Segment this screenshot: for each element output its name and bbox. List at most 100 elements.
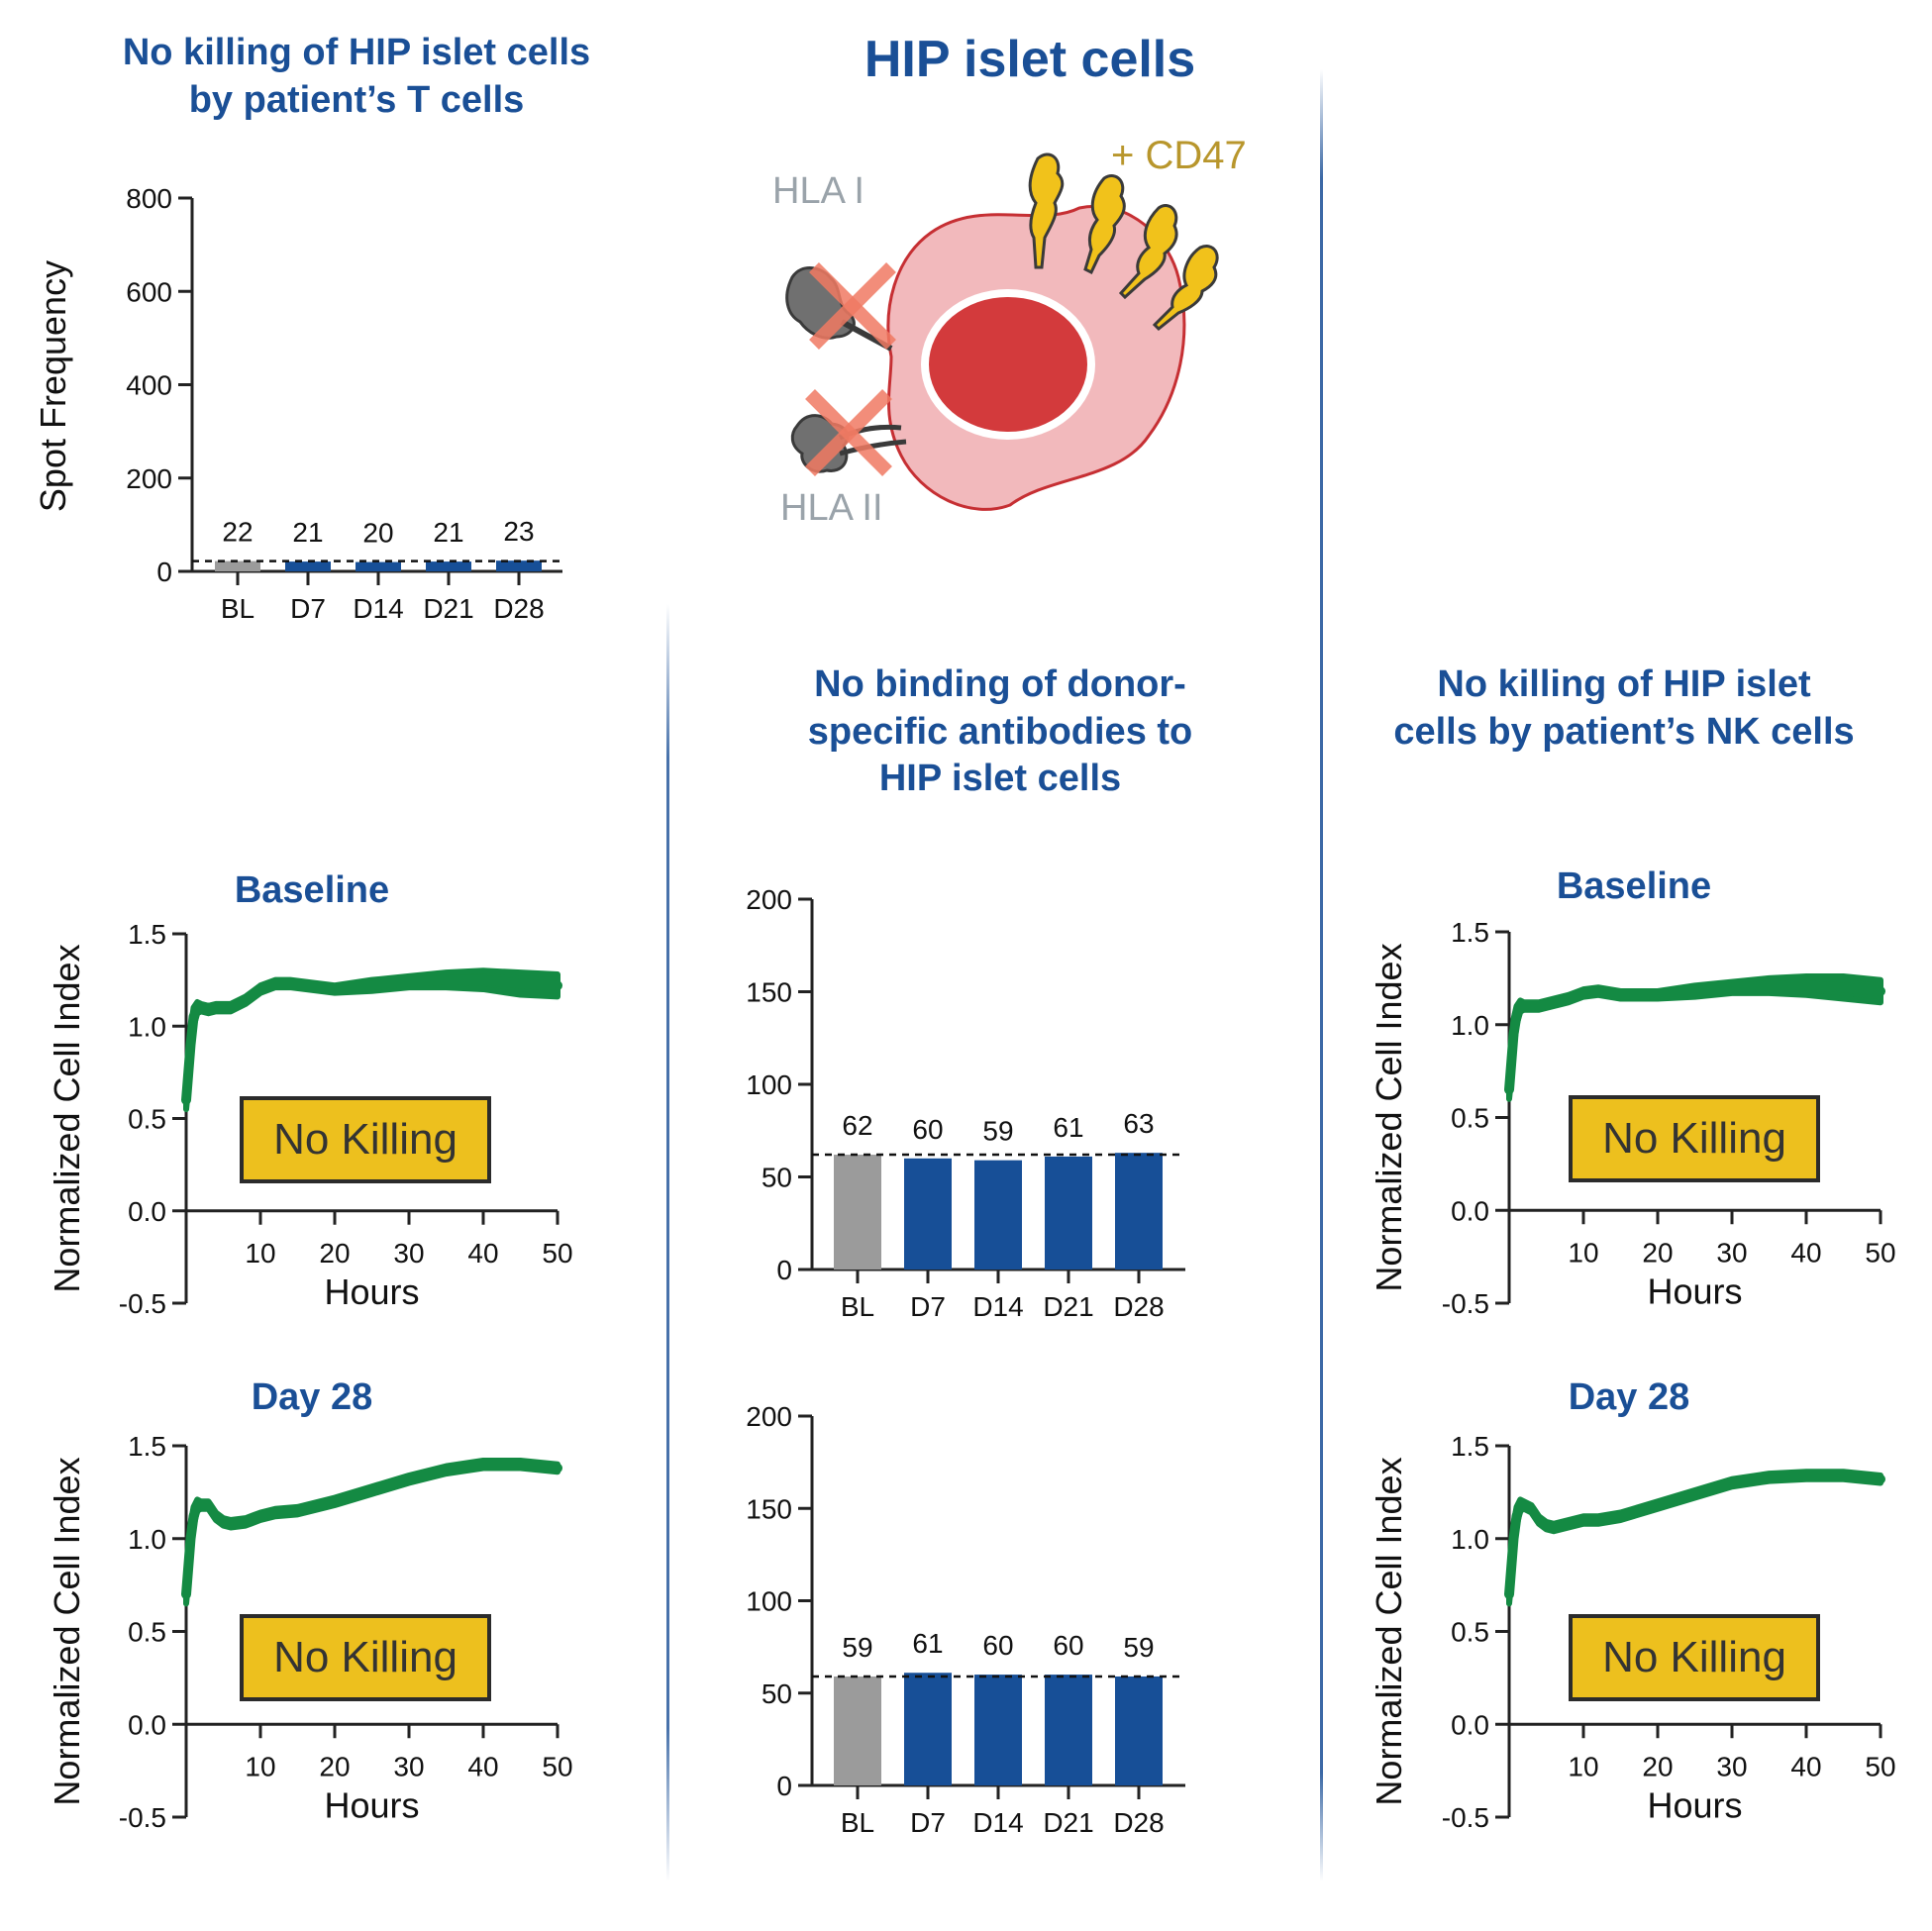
- antibody-title-line-3: HIP islet cells: [878, 758, 1122, 799]
- tcell_day28-series-band: [183, 1458, 560, 1607]
- dsa_bottom-value-label: 60: [1053, 1630, 1083, 1661]
- hla2-cross-icon: [805, 389, 892, 476]
- nk_baseline-y-tick-label: 1.5: [1451, 917, 1489, 948]
- nk_day28-y-tick-label: 0.5: [1451, 1617, 1489, 1648]
- tcell_day28-y-tick-label: 0.5: [128, 1617, 166, 1648]
- right-baseline-title: Baseline: [1556, 865, 1712, 907]
- dsa_bottom-bar: [834, 1676, 881, 1785]
- dsa_bottom-x-tick-label: D21: [1043, 1807, 1093, 1838]
- nk_baseline-y-axis-label: Normalized Cell Index: [1369, 943, 1409, 1291]
- hla1-label: HLA I: [772, 170, 864, 212]
- tcell_elispot-y-axis-label: Spot Frequency: [33, 260, 73, 512]
- dsa_bottom-y-tick-label: 100: [746, 1586, 792, 1617]
- tcell_baseline-y-axis-label: Normalized Cell Index: [47, 944, 87, 1292]
- nucleus: [929, 297, 1087, 432]
- tcell_day28-y-tick-label: -0.5: [119, 1802, 166, 1833]
- nk_baseline-x-tick-label: 50: [1865, 1237, 1895, 1268]
- tcell_elispot-value-label: 21: [433, 517, 463, 548]
- hip-islet-cell-icon: HLA I HLA II + CD47: [772, 139, 1247, 529]
- tcell_baseline-y-tick-label: -0.5: [119, 1288, 166, 1319]
- dsa_top-y-tick-label: 50: [762, 1163, 792, 1193]
- tcell_baseline-x-tick-label: 10: [245, 1238, 275, 1269]
- tcell_baseline-series-band: [183, 967, 560, 1113]
- tcell_baseline-x-tick-label: 40: [467, 1238, 498, 1269]
- nk_day28-y-tick-label: -0.5: [1442, 1802, 1489, 1833]
- tcell_elispot-x-tick-label: BL: [221, 593, 254, 624]
- dsa_bottom-value-label: 60: [982, 1630, 1013, 1661]
- tcell_baseline-x-tick-label: 20: [319, 1238, 350, 1269]
- nk_baseline-y-tick-label: 0.0: [1451, 1195, 1489, 1226]
- dsa_bottom-x-tick-label: BL: [841, 1807, 874, 1838]
- dsa_bottom-x-tick-label: D28: [1113, 1807, 1164, 1838]
- dsa_bottom-y-tick-label: 50: [762, 1678, 792, 1709]
- dsa_bottom-x-tick-label: D7: [910, 1807, 946, 1838]
- tcell_baseline-x-tick-label: 50: [542, 1238, 572, 1269]
- nk_baseline-x-axis-label: Hours: [1647, 1270, 1742, 1311]
- tcell_elispot-chart: 0 200 400 600 800 22 BL 21 D7 20 D14 21 D21 23 D28 Spot…: [33, 183, 562, 624]
- tcell_baseline-y-tick-label: 1.0: [128, 1011, 166, 1042]
- nk_day28-x-tick-label: 50: [1865, 1751, 1895, 1781]
- tcell_elispot-bar: [426, 561, 471, 571]
- tcell_day28-x-tick-label: 20: [319, 1751, 350, 1781]
- nk_day28-x-tick-label: 20: [1642, 1751, 1673, 1781]
- tcell_elispot-x-tick-label: D21: [423, 593, 473, 624]
- tcell_day28-x-tick-label: 40: [467, 1751, 498, 1781]
- tcell_elispot-x-tick-label: D7: [290, 593, 326, 624]
- dsa_top-y-tick-label: 0: [776, 1255, 792, 1285]
- dsa_bottom-value-label: 59: [1123, 1632, 1154, 1663]
- right-baseline-no-killing-badge: No Killing: [1569, 1095, 1820, 1182]
- dsa_top-bar: [834, 1155, 881, 1270]
- tcell_baseline-y-tick-label: 1.5: [128, 919, 166, 950]
- tcell_elispot-x-tick-label: D14: [353, 593, 403, 624]
- nk-title-line-1: No killing of HIP islet: [1437, 663, 1811, 705]
- nk_day28-y-tick-label: 0.0: [1451, 1709, 1489, 1740]
- cd47-molecules: [1028, 152, 1219, 332]
- nk_baseline-series-line: [1504, 980, 1885, 1095]
- nk_baseline-y-tick-label: 0.5: [1451, 1103, 1489, 1134]
- tcell-title-line-1: No killing of HIP islet cells: [122, 32, 591, 73]
- divider-left: [666, 604, 669, 1881]
- tcell_day28-y-tick-label: 1.0: [128, 1524, 166, 1555]
- nk_day28-y-tick-label: 1.5: [1451, 1431, 1489, 1462]
- left-baseline-no-killing-badge: No Killing: [240, 1096, 491, 1183]
- dsa_top-bar: [974, 1160, 1022, 1270]
- left-day28-no-killing-badge: No Killing: [240, 1614, 491, 1701]
- dsa_top-x-tick-label: D28: [1113, 1291, 1164, 1322]
- dsa_bottom-chart: 0 50 100 150 200 59 BL 61 D7 60 D14 60 D21 59 D28: [746, 1401, 1185, 1838]
- tcell_elispot-x-tick-label: D28: [493, 593, 544, 624]
- tcell_baseline-x-axis-label: Hours: [324, 1271, 419, 1312]
- dsa_bottom-x-tick-label: D14: [972, 1807, 1023, 1838]
- dsa_top-bar: [1045, 1156, 1092, 1270]
- tcell_elispot-bar: [496, 560, 542, 571]
- tcell_day28-x-tick-label: 30: [393, 1751, 424, 1781]
- nk_baseline-y-tick-label: -0.5: [1442, 1288, 1489, 1319]
- tcell_baseline-y-tick-label: 0.5: [128, 1104, 166, 1135]
- dsa_top-x-tick-label: D7: [910, 1291, 946, 1322]
- antibody-title-line-1: No binding of donor-: [814, 663, 1186, 705]
- nk_baseline-series-band: [1506, 973, 1883, 1102]
- tcell_elispot-y-tick-label: 400: [126, 370, 172, 401]
- dsa_top-x-tick-label: BL: [841, 1291, 874, 1322]
- dsa_top-chart: 0 50 100 150 200 62 BL 60 D7 59 D14 61 D21 63 D28: [746, 884, 1185, 1322]
- dsa_top-bar: [1115, 1153, 1163, 1270]
- nk_day28-x-tick-label: 10: [1568, 1751, 1598, 1781]
- nk_baseline-x-tick-label: 30: [1716, 1237, 1747, 1268]
- dsa_top-value-label: 60: [912, 1114, 943, 1145]
- nk_day28-y-axis-label: Normalized Cell Index: [1369, 1457, 1409, 1805]
- nk_day28-series-band: [1506, 1469, 1883, 1607]
- right-day28-no-killing-badge: No Killing: [1569, 1614, 1820, 1701]
- main-title: HIP islet cells: [864, 31, 1196, 88]
- left-baseline-title: Baseline: [234, 869, 390, 911]
- tcell_day28-y-tick-label: 0.0: [128, 1709, 166, 1740]
- tcell_elispot-value-label: 22: [222, 517, 253, 548]
- nk_day28-x-tick-label: 40: [1790, 1751, 1821, 1781]
- dsa_top-value-label: 63: [1123, 1108, 1154, 1139]
- nk_day28-series-line: [1504, 1471, 1885, 1599]
- dsa_top-y-tick-label: 100: [746, 1069, 792, 1100]
- tcell_baseline-series-line: [181, 974, 562, 1105]
- divider-right: [1320, 69, 1323, 1881]
- dsa_top-value-label: 62: [842, 1110, 872, 1141]
- dsa_bottom-y-tick-label: 0: [776, 1771, 792, 1801]
- hla2-label: HLA II: [780, 487, 883, 529]
- dsa_bottom-y-tick-label: 150: [746, 1493, 792, 1524]
